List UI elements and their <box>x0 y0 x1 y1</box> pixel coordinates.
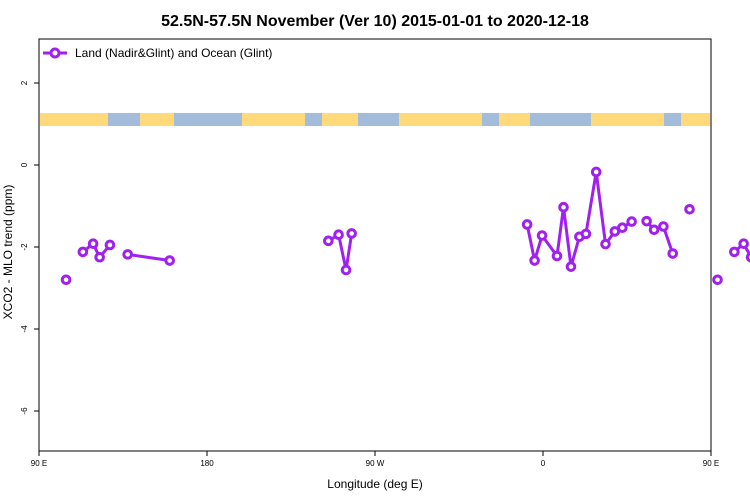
data-series <box>60 166 750 286</box>
data-point <box>626 216 637 227</box>
data-point <box>60 274 72 286</box>
x-tick-label: 180 <box>200 459 214 468</box>
legend-marker <box>49 47 61 59</box>
data-point <box>164 255 175 266</box>
data-point <box>712 274 723 286</box>
land-ocean-strip <box>40 113 710 126</box>
data-point <box>648 224 660 236</box>
data-point <box>729 246 740 258</box>
land-segment <box>322 113 358 126</box>
x-tick-label: 90 W <box>366 459 385 468</box>
data-point <box>340 264 352 276</box>
y-tick-label: -2 <box>20 243 29 251</box>
data-point <box>738 238 749 250</box>
data-point <box>104 239 116 251</box>
data-point <box>641 215 652 227</box>
x-axis: 90 E 180 90 W 0 90 E <box>31 451 719 468</box>
y-axis-title: XCO2 - MLO trend (ppm) <box>1 185 15 320</box>
land-segment <box>681 113 710 126</box>
series-line <box>127 252 170 263</box>
data-point <box>580 228 592 240</box>
data-point <box>667 248 679 259</box>
data-point <box>77 246 89 258</box>
y-tick-label: -4 <box>20 325 29 333</box>
land-segment <box>242 113 305 126</box>
x-tick-label: 0 <box>541 459 546 468</box>
y-axis: 2 0 -2 -4 -6 <box>20 80 39 415</box>
x-tick-label: 90 E <box>31 459 47 468</box>
data-point <box>323 235 334 247</box>
data-point <box>684 203 695 215</box>
legend-label: Land (Nadir&Glint) and Ocean (Glint) <box>75 46 272 60</box>
data-point <box>529 255 540 266</box>
land-segment <box>399 113 482 126</box>
data-point <box>521 219 533 230</box>
data-point <box>590 166 602 178</box>
series-line <box>327 233 354 272</box>
x-axis-title: Longitude (deg E) <box>327 477 422 491</box>
data-point <box>600 238 611 250</box>
data-point <box>122 249 133 260</box>
x-tick-label: 90 E <box>703 459 719 468</box>
data-point <box>565 261 577 272</box>
land-segment <box>591 113 664 126</box>
data-point <box>536 230 548 241</box>
data-point <box>346 228 357 239</box>
y-tick-label: -6 <box>20 407 29 415</box>
series-line <box>81 242 112 259</box>
data-point <box>94 251 105 263</box>
data-point <box>87 238 99 250</box>
land-segment <box>499 113 530 126</box>
series-line <box>525 170 633 269</box>
legend: Land (Nadir&Glint) and Ocean (Glint) <box>43 46 272 60</box>
data-point <box>658 221 669 232</box>
land-segment <box>40 113 108 126</box>
land-segment <box>140 113 174 126</box>
y-tick-label: 2 <box>20 80 29 85</box>
ocean-band <box>40 113 710 126</box>
data-point <box>745 252 750 263</box>
chart-title: 52.5N-57.5N November (Ver 10) 2015-01-01… <box>161 13 589 30</box>
data-point <box>558 201 569 213</box>
y-tick-label: 0 <box>20 162 29 167</box>
data-point <box>617 222 628 234</box>
series-line <box>733 242 750 259</box>
data-point <box>551 250 563 262</box>
data-point <box>333 229 344 240</box>
